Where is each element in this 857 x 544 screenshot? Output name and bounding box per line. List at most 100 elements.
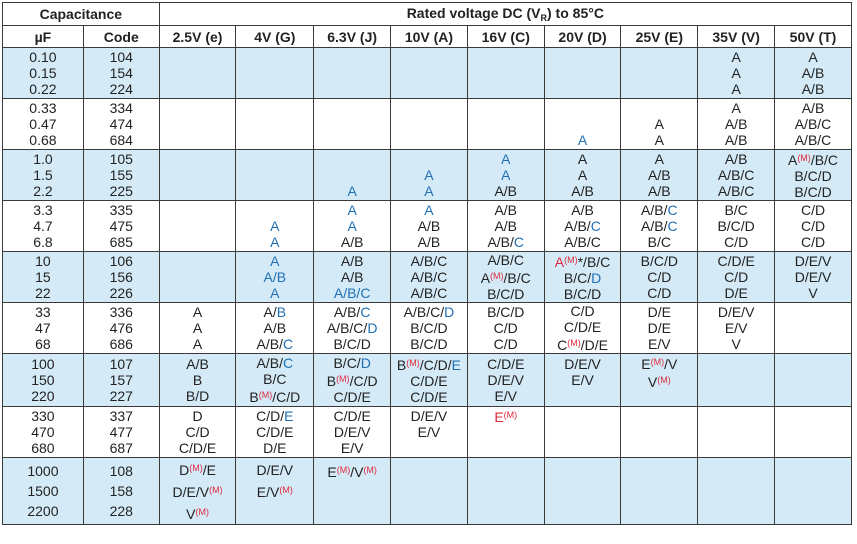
case-size-code: A [424,167,434,183]
rated-voltage-suffix: ) to 85°C [547,5,604,21]
case-size-line: C/D/E [160,440,236,456]
case-size-cell: A/B/C A/B/C B/C [620,200,699,252]
code-cell: 104 154 224 [82,47,160,99]
code-cell-value: 475 [109,218,133,234]
case-size-code: E [451,357,461,373]
case-size-code: E [494,409,504,425]
case-size-code: A [654,116,664,132]
case-size-code: A/B/C [410,269,448,285]
case-size-line: A [698,65,774,81]
case-size-code: A [192,336,203,352]
case-size-cell [158,200,237,252]
case-size-line: D/E/V [775,269,851,285]
case-size-code: A [270,253,280,269]
case-size-code: C/D [724,234,749,250]
rated-voltage-header: Rated voltage DC (VR) to 85°C [158,2,853,26]
case-size-code: D/E/V [487,372,525,388]
case-size-line: E/V [468,388,544,404]
uf-cell: 3.3 4.7 6.8 [2,200,84,252]
case-size-code: C/D/E [333,389,371,405]
case-size-line: A [468,151,544,167]
case-size-line: D/E [621,304,697,320]
table-row: 0.33 0.47 0.68 334 474 684 A A A A A/B A/B A/B A/B/… [2,98,852,150]
case-size-line: C/D/E [391,373,467,389]
table-row: 1000 1500 2200 108 158 228 D(M)/E D/E/V(M) V(M) D… [2,457,852,525]
mark-superscript: (M) [567,338,581,348]
case-size-code: A [424,202,434,218]
case-size-line: B/C/D [391,336,467,352]
case-size-cell: A/B A/B A/B/C [313,251,392,303]
uf-cell-value: 0.33 [29,100,57,116]
case-size-cell: C/D C/D C/D [774,200,852,252]
case-size-line: A/B/C [775,132,851,148]
case-size-code: D/E [647,304,671,320]
case-size-line: D(M)/E [160,458,236,480]
uf-cell-value: 0.22 [29,81,57,97]
case-size-code: A [731,49,741,65]
case-size-code: A/B/ [641,202,668,218]
case-size-code: /C/D [272,389,301,405]
uf-cell-value: 1.5 [33,167,53,183]
case-size-code: A/B [801,81,825,97]
case-size-cell: A A/B A [235,251,315,303]
case-size-line: B/C [621,234,697,250]
case-size-line: B/C/D [698,218,774,234]
case-size-code: D [192,408,203,424]
case-size-code: A/B/C [794,116,832,132]
case-size-code: A/B/C/ [403,304,445,320]
case-size-line: A/B [775,100,851,116]
voltage-column-header: 16V (C) [466,25,545,48]
case-size-code: A [554,254,565,270]
case-size-line: A [621,132,697,148]
case-size-line: E/V [698,320,774,336]
code-cell-value: 334 [109,100,133,116]
case-size-cell: A(M)*/B/C B/C/D B/C/D [543,251,622,303]
case-size-code: C/D [185,424,210,440]
case-size-line [468,441,544,457]
case-size-line: D/E/V [314,424,390,440]
case-size-code: A/B/ [256,336,284,352]
case-size-line: A/B/C [775,116,851,132]
case-size-code: /C/D/ [419,357,452,373]
case-size-line: A(M)/B/C [468,268,544,286]
case-size-line: C/D/E [236,408,313,424]
case-size-line: A [160,320,236,336]
case-size-line: D/E/V [545,356,621,372]
case-size-code: E/V [494,388,518,404]
case-size-line: E(M)/V(M) [314,460,390,482]
case-size-code: A/B [417,234,441,250]
table-row: 33 47 68 336 476 686 A A A A/B A/B A/B/C A/B/C A/B/C/… [2,302,852,354]
mark-superscript: (M) [258,390,273,400]
uf-cell: 100 150 220 [2,353,84,407]
uf-cell-value: 0.47 [29,116,57,132]
case-size-line: B(M)/C/D [314,371,390,389]
case-size-line: A [314,183,390,199]
case-size-cell [697,457,776,525]
case-size-code: B/C/D [333,336,371,352]
case-size-code: B [192,372,203,388]
case-size-code: C/D [647,269,672,285]
case-size-line: A/B [468,202,544,218]
case-size-cell [158,251,237,303]
case-size-code: B/C/D [487,304,525,320]
case-size-line: B/C/D [314,355,390,371]
case-size-code: D/E/V [333,424,371,440]
case-size-cell [543,47,622,99]
case-size-line: B/C/D [621,253,697,269]
case-size-cell: A A A/B [466,149,545,201]
case-size-cell: C/D/E D/E/V E/V [313,406,392,458]
case-size-line: B(M)/C/D [236,387,313,405]
case-size-code: C/D/E [487,356,525,372]
header-row-columns: µF Code 2.5V (e) 4V (G) 6.3V (J) 10V (A) 16V… [2,25,852,48]
code-cell-value: 477 [109,424,133,440]
case-size-line: A/B/C [698,167,774,183]
case-size-line: D [160,408,236,424]
table-row: 1.0 1.5 2.2 105 155 225 A A A A A A/B A A A/B A A/B A/B… [2,149,852,201]
case-size-cell: A/B/C B/C B(M)/C/D [235,353,315,407]
code-cell-value: 104 [109,49,133,65]
capacitance-voltage-table: Capacitance Rated voltage DC (VR) to 85°… [2,2,853,525]
code-cell-value: 107 [109,356,133,372]
case-size-cell [466,457,545,525]
case-size-line: A/B/C [391,269,467,285]
